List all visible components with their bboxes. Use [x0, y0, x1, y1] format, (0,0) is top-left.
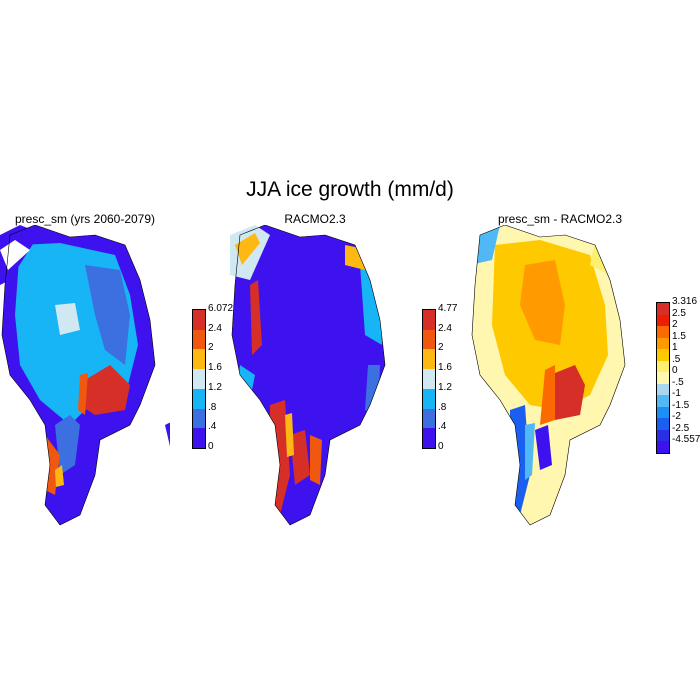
colorbar-tick-label: 3.316: [672, 296, 698, 307]
panel-title-presc-sm: presc_sm (yrs 2060-2079): [14, 212, 156, 226]
colorbar-segment: [657, 326, 669, 338]
colorbar-tick-label: 2.4: [438, 322, 452, 334]
colorbar-tick-label: 2.4: [208, 322, 222, 334]
colorbar-tick-label: 0: [672, 365, 678, 377]
greenland-map-presc-sm: [0, 225, 170, 526]
colorbar-segment: [193, 329, 205, 350]
panel-title-difference: presc_sm - RACMO2.3: [497, 212, 623, 226]
panel-title-racmo: RACMO2.3: [284, 212, 346, 226]
colorbar-tick-label: 0: [208, 441, 214, 452]
colorbar-segment: [657, 418, 669, 430]
colorbar-tick-label: 2: [438, 342, 444, 354]
colorbar-presc-sm-box: [192, 309, 206, 449]
colorbar-tick-label: 1.6: [438, 362, 452, 374]
colorbar-segment: [423, 428, 435, 448]
colorbar-tick-label: .5: [672, 353, 681, 365]
colorbar-tick-label: 1.2: [208, 381, 222, 393]
colorbar-tick-label: .4: [208, 421, 217, 433]
colorbar-tick-label: 2: [208, 342, 214, 354]
colorbar-tick-label: 4.77: [438, 303, 458, 314]
colorbar-segment: [657, 406, 669, 419]
colorbar-tick-label: -1: [672, 388, 681, 400]
colorbar-tick-label: 6.072: [208, 303, 234, 314]
greenland-map-difference: [471, 225, 626, 526]
colorbar-segment: [657, 303, 669, 315]
colorbar-tick-label: .8: [438, 401, 447, 413]
colorbar-segment: [193, 349, 205, 370]
colorbar-segment: [423, 349, 435, 370]
greenland-map-racmo: [230, 225, 386, 526]
colorbar-segment: [193, 428, 205, 448]
colorbar-tick-label: -2.5: [672, 422, 690, 434]
colorbar-tick-label: 1.6: [208, 362, 222, 374]
colorbar-segment: [657, 383, 669, 396]
colorbar-segment: [657, 337, 669, 350]
colorbar-segment: [657, 441, 669, 453]
colorbar-segment: [423, 388, 435, 409]
colorbar-segment: [657, 349, 669, 361]
colorbar-segment: [423, 408, 435, 429]
colorbar-segment: [423, 310, 435, 330]
colorbar-tick-label: 0: [438, 441, 444, 452]
colorbar-segment: [193, 310, 205, 330]
colorbar-segment: [423, 369, 435, 389]
colorbar-tick-label: -4.557: [672, 434, 700, 446]
colorbar-tick-label: .4: [438, 421, 447, 433]
page-title: JJA ice growth (mm/d): [246, 178, 454, 201]
colorbar-segment: [193, 408, 205, 429]
colorbar-segment: [423, 329, 435, 350]
colorbar-tick-label: -.5: [672, 376, 684, 388]
colorbar-tick-label: -2: [672, 411, 681, 423]
colorbar-tick-label: 2: [672, 319, 678, 331]
colorbar-difference-box: [656, 302, 670, 454]
colorbar-tick-label: 1.5: [672, 330, 686, 342]
colorbar-tick-label: .8: [208, 401, 217, 413]
colorbar-segment: [657, 395, 669, 407]
colorbar-tick-label: 1.2: [438, 381, 452, 393]
colorbar-segment: [657, 429, 669, 442]
colorbar-tick-label: 1: [672, 342, 678, 354]
colorbar-tick-label: 2.5: [672, 307, 686, 319]
colorbar-tick-label: -1.5: [672, 399, 690, 411]
colorbar-segment: [193, 388, 205, 409]
colorbar-segment: [657, 314, 669, 327]
colorbar-segment: [193, 369, 205, 389]
colorbar-racmo-box: [422, 309, 436, 449]
colorbar-segment: [657, 360, 669, 373]
colorbar-segment: [657, 372, 669, 384]
